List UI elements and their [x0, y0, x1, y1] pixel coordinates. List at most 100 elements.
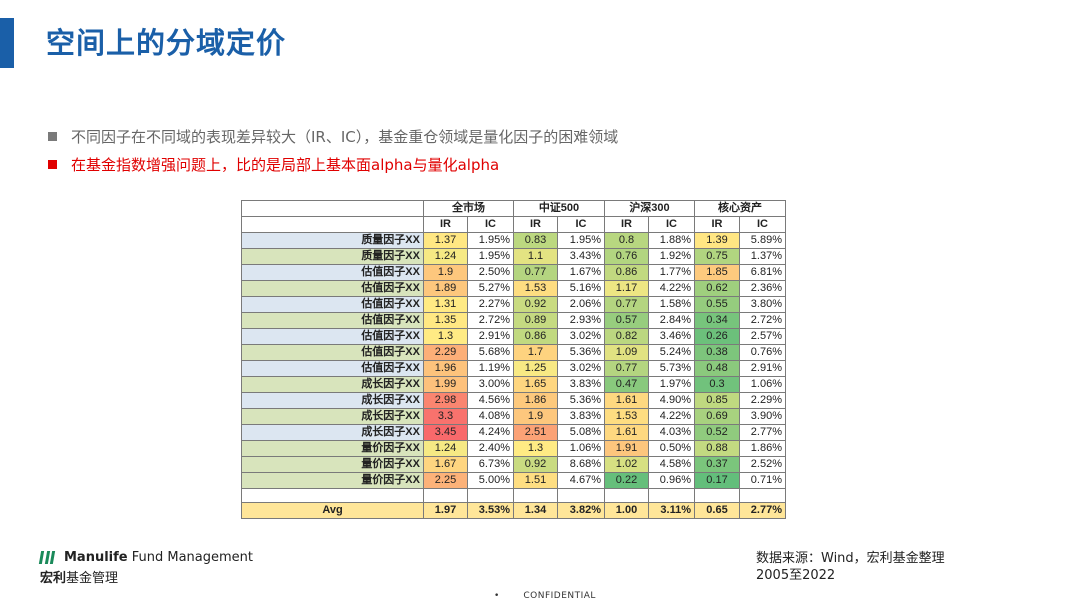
spacer-cell — [604, 488, 649, 503]
data-source-line: 数据来源：Wind，宏利基金整理 — [756, 551, 945, 566]
ir-value-cell: 0.77 — [604, 296, 649, 313]
ic-value-cell: 4.22% — [648, 280, 695, 297]
table-row: 质量因子XX 1.24 1.95% 1.1 3.43% 0.76 1.92% 0.75 1.37… — [241, 248, 786, 265]
data-period-line: 2005至2022 — [756, 568, 836, 583]
ir-value-cell: 0.57 — [604, 312, 649, 329]
column-header-ic: IC — [739, 216, 786, 233]
ir-value-cell: 0.22 — [604, 472, 649, 489]
ic-value-cell: 4.03% — [648, 424, 695, 441]
spacer-row — [241, 488, 786, 503]
ic-value-cell: 4.67% — [557, 472, 605, 489]
ir-value-cell: 1.96 — [423, 360, 468, 377]
ir-value-cell: 1.53 — [604, 408, 649, 425]
logo-chinese-name: 宏利基金管理 — [40, 571, 119, 586]
ir-value-cell: 1.61 — [604, 392, 649, 409]
ic-value-cell: 1.06% — [557, 440, 605, 457]
ic-value-cell: 3.02% — [557, 328, 605, 345]
table-row: 估值因子XX 1.9 2.50% 0.77 1.67% 0.86 1.77% 1.85 6.81… — [241, 264, 786, 281]
ic-value-cell: 3.00% — [467, 376, 514, 393]
ic-value-cell: 3.02% — [557, 360, 605, 377]
ir-value-cell: 1.89 — [423, 280, 468, 297]
spacer-cell — [557, 488, 605, 503]
table-body: 质量因子XX 1.37 1.95% 0.83 1.95% 0.8 1.88% 1.39 5.89… — [241, 232, 786, 489]
column-header-ir: IR — [604, 216, 649, 233]
ic-value-cell: 5.16% — [557, 280, 605, 297]
ir-value-cell: 1.3 — [513, 440, 558, 457]
ir-value-cell: 1.02 — [604, 456, 649, 473]
ic-value-cell: 2.77% — [739, 424, 786, 441]
average-cell: 3.82% — [557, 502, 605, 519]
table-row: 量价因子XX 1.67 6.73% 0.92 8.68% 1.02 4.58% 0.37 2.5… — [241, 456, 786, 473]
table-row: 估值因子XX 1.89 5.27% 1.53 5.16% 1.17 4.22% 0.62 2.3… — [241, 280, 786, 297]
ir-value-cell: 1.37 — [423, 232, 468, 249]
spacer-cell — [423, 488, 468, 503]
spacer-cell — [467, 488, 514, 503]
factor-label: 估值因子XX — [241, 360, 424, 377]
ic-value-cell: 5.36% — [557, 344, 605, 361]
bullet-item: 不同因子在不同域的表现差异较大（IR、IC），基金重仓领域是量化因子的困难领域 — [48, 122, 618, 150]
table-row: 估值因子XX 1.35 2.72% 0.89 2.93% 0.57 2.84% 0.34 2.7… — [241, 312, 786, 329]
ir-value-cell: 1.9 — [513, 408, 558, 425]
ir-value-cell: 0.37 — [694, 456, 740, 473]
corner-cell — [241, 216, 424, 233]
ir-value-cell: 1.7 — [513, 344, 558, 361]
table-row: 估值因子XX 1.31 2.27% 0.92 2.06% 0.77 1.58% 0.55 3.8… — [241, 296, 786, 313]
ic-value-cell: 0.76% — [739, 344, 786, 361]
column-header-ir: IR — [423, 216, 468, 233]
ir-value-cell: 0.83 — [513, 232, 558, 249]
bullet-text: 在基金指数增强问题上，比的是局部上基本面alpha与量化alpha — [71, 155, 500, 174]
ir-value-cell: 1.51 — [513, 472, 558, 489]
group-header: 核心资产 — [694, 200, 786, 217]
ir-value-cell: 1.25 — [513, 360, 558, 377]
ic-value-cell: 2.36% — [739, 280, 786, 297]
ir-value-cell: 1.99 — [423, 376, 468, 393]
ir-value-cell: 3.3 — [423, 408, 468, 425]
ir-value-cell: 0.75 — [694, 248, 740, 265]
data-source-note: 数据来源：Wind，宏利基金整理 2005至2022 — [756, 550, 945, 584]
ic-value-cell: 1.19% — [467, 360, 514, 377]
ic-value-cell: 2.57% — [739, 328, 786, 345]
ic-value-cell: 1.58% — [648, 296, 695, 313]
ir-value-cell: 0.8 — [604, 232, 649, 249]
ir-value-cell: 1.3 — [423, 328, 468, 345]
ic-value-cell: 1.88% — [648, 232, 695, 249]
ic-value-cell: 5.08% — [557, 424, 605, 441]
ic-value-cell: 4.58% — [648, 456, 695, 473]
ir-value-cell: 0.86 — [604, 264, 649, 281]
group-header: 全市场 — [423, 200, 514, 217]
factor-label: 量价因子XX — [241, 472, 424, 489]
ic-value-cell: 3.90% — [739, 408, 786, 425]
ic-value-cell: 2.52% — [739, 456, 786, 473]
ic-value-cell: 5.24% — [648, 344, 695, 361]
ir-value-cell: 0.69 — [694, 408, 740, 425]
bullet-item-highlight: 在基金指数增强问题上，比的是局部上基本面alpha与量化alpha — [48, 150, 618, 178]
ir-value-cell: 0.86 — [513, 328, 558, 345]
ir-value-cell: 1.61 — [604, 424, 649, 441]
average-cell: 2.77% — [739, 502, 786, 519]
average-cell: 1.34 — [513, 502, 558, 519]
ic-value-cell: 2.91% — [739, 360, 786, 377]
ic-value-cell: 4.08% — [467, 408, 514, 425]
table-row: 量价因子XX 2.25 5.00% 1.51 4.67% 0.22 0.96% 0.17 0.7… — [241, 472, 786, 489]
average-cell: 1.97 — [423, 502, 468, 519]
ic-value-cell: 5.00% — [467, 472, 514, 489]
logo-english-name: Manulife Fund Management — [64, 550, 254, 565]
ir-value-cell: 0.38 — [694, 344, 740, 361]
ic-value-cell: 4.56% — [467, 392, 514, 409]
ic-value-cell: 1.77% — [648, 264, 695, 281]
table-row: 估值因子XX 1.96 1.19% 1.25 3.02% 0.77 5.73% 0.48 2.9… — [241, 360, 786, 377]
average-cell: 1.00 — [604, 502, 649, 519]
ic-value-cell: 3.80% — [739, 296, 786, 313]
ic-value-cell: 1.95% — [467, 248, 514, 265]
table-row: 估值因子XX 1.3 2.91% 0.86 3.02% 0.82 3.46% 0.26 2.57… — [241, 328, 786, 345]
ir-value-cell: 1.91 — [604, 440, 649, 457]
ic-value-cell: 4.90% — [648, 392, 695, 409]
ir-value-cell: 0.85 — [694, 392, 740, 409]
ir-value-cell: 1.67 — [423, 456, 468, 473]
ir-value-cell: 1.31 — [423, 296, 468, 313]
ic-value-cell: 0.50% — [648, 440, 695, 457]
column-header-ic: IC — [557, 216, 605, 233]
factor-label: 成长因子XX — [241, 392, 424, 409]
ir-value-cell: 2.29 — [423, 344, 468, 361]
average-cell: 0.65 — [694, 502, 740, 519]
